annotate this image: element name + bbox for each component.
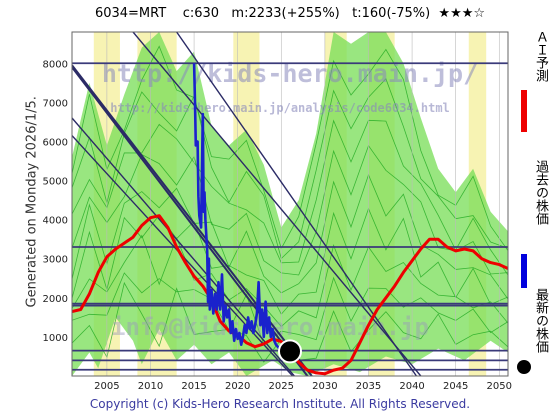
legend-ai-swatch <box>521 90 527 132</box>
legend-ai-label: ＡＩ予測 <box>533 30 548 82</box>
legend-latest-label: 最新の株価 <box>533 288 548 353</box>
generated-date: Generated on Monday 2026/1/5. <box>24 96 40 308</box>
x-tick-label-1: 2010 <box>138 381 163 392</box>
legend-item-latest: 最新の株価 <box>515 288 549 380</box>
band-line-9 <box>72 45 508 251</box>
y-tick-label-5: 6000 <box>43 137 68 148</box>
y-tick-label-7: 8000 <box>43 59 68 70</box>
band-line-8 <box>72 78 508 260</box>
legend-latest-dot <box>517 360 531 374</box>
series-past-line <box>192 63 282 350</box>
y-tick-label-0: 1000 <box>43 333 68 344</box>
watermark-url-analysis: http://kids-hero.main.jp/analysis/code60… <box>110 101 450 115</box>
plot-frame <box>71 31 509 377</box>
x-tick-label-6: 2035 <box>356 381 381 392</box>
x-tick-label-4: 2025 <box>269 381 294 392</box>
x-tick-label-0: 2005 <box>94 381 119 392</box>
legend: ＡＩ予測 過去の株価 最新の株価 <box>515 30 549 380</box>
copyright: Copyright (c) Kids-Hero Research Institu… <box>89 397 471 411</box>
y-tick-label-4: 5000 <box>43 177 68 188</box>
trendline-2 <box>72 117 295 376</box>
y-tick-label-1: 2000 <box>43 294 68 305</box>
trendline-0 <box>72 64 313 376</box>
band-line-3 <box>72 234 508 328</box>
y-tick-label-6: 7000 <box>43 98 68 109</box>
legend-past-swatch <box>521 254 527 288</box>
latest-price-marker <box>278 339 302 364</box>
legend-past-label: 過去の株価 <box>533 160 548 225</box>
x-tick-label-2: 2015 <box>181 381 206 392</box>
trendline-5 <box>176 32 418 376</box>
legend-item-ai: ＡＩ予測 <box>515 30 549 160</box>
y-tick-label-2: 3000 <box>43 255 68 266</box>
x-tick-label-3: 2020 <box>225 381 250 392</box>
legend-item-past: 過去の株価 <box>515 160 549 288</box>
band-line-2 <box>72 272 508 346</box>
chart-title: 6034=MRT c:630 m:2233(+255%) t:160(-75%)… <box>94 6 486 21</box>
x-tick-label-7: 2040 <box>399 381 424 392</box>
band-line-5 <box>72 173 508 300</box>
y-tick-label-3: 4000 <box>43 216 68 227</box>
x-tick-label-8: 2045 <box>443 381 468 392</box>
x-tick-label-9: 2050 <box>487 381 512 392</box>
x-tick-label-5: 2030 <box>312 381 337 392</box>
band-fill <box>72 32 508 376</box>
band-line-7 <box>72 119 508 276</box>
